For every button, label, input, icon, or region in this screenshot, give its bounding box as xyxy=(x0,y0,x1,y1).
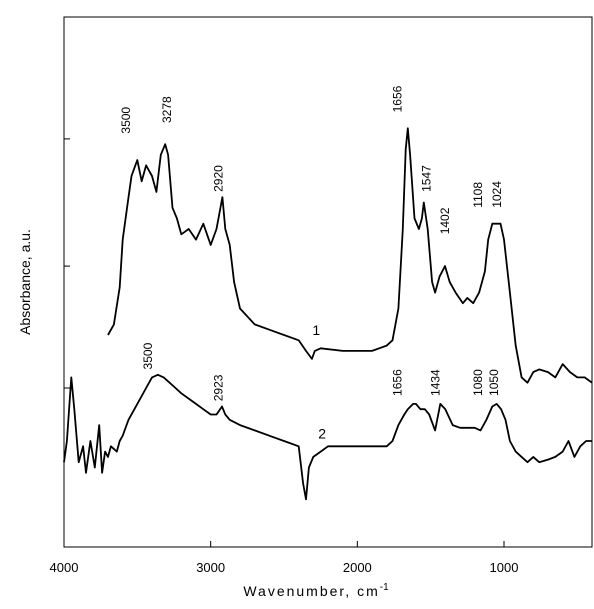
series-layer: 12 xyxy=(63,127,593,501)
series-label-1: 1 xyxy=(312,322,320,338)
series-label-2: 2 xyxy=(318,425,326,441)
peak-label-6: 1108 xyxy=(471,182,485,208)
peak-label-3: 1656 xyxy=(390,85,404,112)
peak-label-7: 1024 xyxy=(490,181,504,208)
series-line-1 xyxy=(107,127,593,384)
x-axis-label-superscript: -1 xyxy=(380,582,389,593)
peak-label-9: 2923 xyxy=(211,374,225,401)
x-tick-label-1: 3000 xyxy=(196,560,225,575)
x-axis-label-text: Wavenumber, cm xyxy=(243,583,379,599)
peak-label-2: 2920 xyxy=(211,165,225,192)
peak-label-8: 3500 xyxy=(141,342,155,369)
peak-label-1: 3278 xyxy=(160,96,174,123)
peak-label-11: 1434 xyxy=(428,369,442,396)
peak-label-0: 3500 xyxy=(119,107,133,134)
x-axis-ticks: 4000 3000 2000 1000 xyxy=(50,541,519,575)
series-line-2 xyxy=(63,373,592,501)
peak-label-10: 1656 xyxy=(390,369,404,396)
x-tick-label-3: 1000 xyxy=(490,560,519,575)
y-axis-label: Absorbance, a.u. xyxy=(17,229,33,335)
peak-label-5: 1402 xyxy=(438,207,452,234)
peak-label-13: 1050 xyxy=(487,369,501,396)
annotation-layer: 3500 3278 2920 1656 1547 1402 1108 1024 3500 2923… xyxy=(119,85,504,401)
x-axis-label: Wavenumber, cm-1 xyxy=(243,582,389,599)
x-tick-label-2: 2000 xyxy=(343,560,372,575)
y-axis-ticks xyxy=(64,138,70,389)
plot-frame xyxy=(63,16,593,548)
peak-label-12: 1080 xyxy=(471,369,485,396)
peak-label-4: 1547 xyxy=(420,165,434,192)
x-tick-label-0: 4000 xyxy=(50,560,79,575)
